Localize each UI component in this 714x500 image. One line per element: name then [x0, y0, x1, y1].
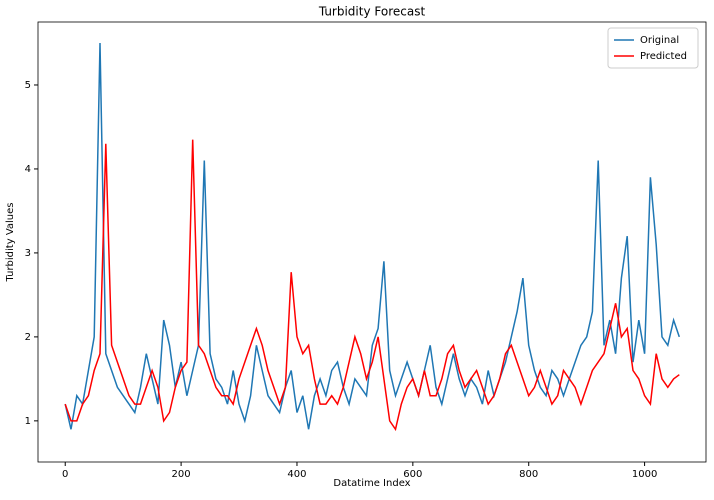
x-tick-label: 0: [62, 469, 68, 480]
series-line: [64, 139, 680, 432]
x-tick-label: 600: [403, 469, 422, 480]
x-axis-label: Datatime Index: [333, 478, 410, 489]
y-tick-label: 4: [25, 164, 31, 175]
y-tick-label: 1: [25, 416, 31, 427]
legend: Original Predicted: [607, 27, 699, 69]
x-tick-label: 1000: [632, 469, 657, 480]
legend-label: Predicted: [640, 51, 687, 62]
legend-box: [607, 27, 699, 69]
x-tick-label: 200: [172, 469, 191, 480]
y-tick-label: 2: [25, 332, 31, 343]
plot-area: [37, 21, 707, 463]
x-tick-label: 400: [287, 469, 306, 480]
chart-title: Turbidity Forecast: [318, 5, 426, 19]
series-line: [64, 42, 681, 430]
y-axis-label: Turbidity Values: [5, 203, 16, 283]
y-tick-label: 3: [25, 248, 31, 259]
legend-label: Original: [640, 35, 679, 46]
x-tick-label: 800: [519, 469, 538, 480]
y-tick-label: 5: [25, 80, 31, 91]
